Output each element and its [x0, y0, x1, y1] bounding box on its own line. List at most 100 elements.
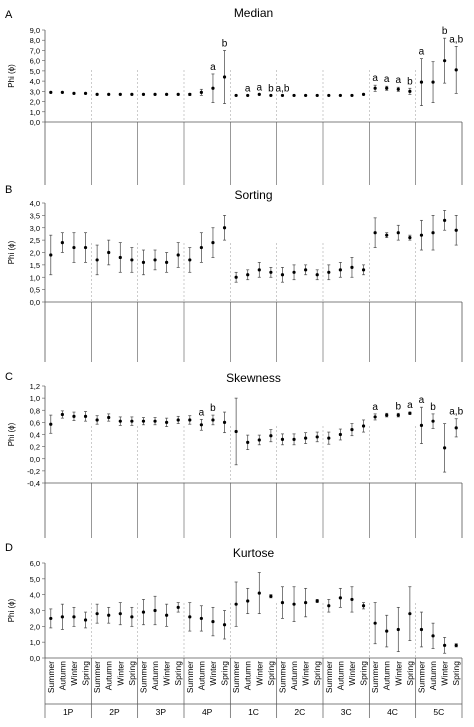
x-season-label: Winter — [162, 661, 172, 686]
data-point — [315, 435, 319, 439]
data-point — [165, 260, 169, 264]
x-season-label: Spring — [220, 661, 230, 686]
data-point — [419, 233, 424, 237]
data-point — [141, 610, 146, 614]
data-point — [211, 86, 215, 90]
significance-label: b — [442, 26, 448, 37]
data-point — [385, 413, 389, 417]
y-tick-label: 3,0 — [30, 607, 40, 616]
data-point — [443, 218, 447, 222]
data-point — [408, 411, 412, 415]
data-point — [373, 231, 377, 235]
data-point — [95, 612, 99, 616]
significance-label: a — [407, 400, 413, 411]
data-point — [269, 594, 273, 598]
x-season-label: Winter — [69, 661, 79, 686]
data-point — [211, 241, 215, 245]
data-point — [304, 600, 308, 605]
x-season-label: Summer — [324, 661, 334, 693]
data-point — [222, 623, 227, 627]
significance-label: b — [268, 83, 274, 94]
data-point — [176, 92, 180, 96]
data-point — [118, 419, 122, 423]
data-point — [211, 619, 215, 624]
significance-label: a — [372, 402, 378, 413]
data-point — [60, 412, 64, 417]
data-point — [153, 419, 157, 423]
data-point — [107, 92, 111, 96]
x-group-label: 2C — [294, 707, 305, 717]
data-point — [431, 80, 435, 84]
x-group-label: 4P — [202, 707, 213, 717]
data-point — [361, 92, 366, 96]
data-point — [257, 438, 261, 442]
panel-label: B — [5, 184, 12, 196]
data-point — [338, 432, 342, 437]
data-point — [385, 629, 389, 633]
data-point — [396, 231, 400, 235]
data-point — [165, 420, 169, 424]
data-point — [338, 596, 342, 600]
data-point — [396, 87, 400, 91]
data-point — [176, 605, 180, 609]
y-tick-label: 0,0 — [30, 118, 40, 127]
data-point — [153, 608, 157, 613]
x-group-label: 5C — [433, 707, 444, 717]
x-season-label: Spring — [359, 661, 369, 686]
x-group-label: 1P — [63, 707, 74, 717]
x-group-label: 2P — [109, 707, 120, 717]
significance-label: a,b — [276, 83, 290, 94]
x-season-label: Spring — [312, 661, 322, 686]
significance-label: b — [430, 402, 436, 413]
data-point — [234, 275, 238, 279]
data-point — [95, 418, 99, 422]
x-season-label: Spring — [81, 661, 91, 686]
data-point — [304, 268, 308, 272]
data-point — [350, 93, 354, 98]
data-point — [83, 245, 88, 250]
data-point — [176, 253, 180, 257]
data-point — [83, 414, 88, 418]
data-point — [361, 424, 366, 428]
y-tick-label: 0,5 — [30, 286, 40, 295]
significance-label: a,b — [449, 407, 463, 418]
data-point — [60, 90, 64, 94]
significance-label: a — [396, 75, 402, 86]
data-point — [373, 415, 377, 419]
data-point — [292, 602, 296, 606]
significance-label: a — [199, 407, 205, 418]
panel-title: Sorting — [234, 188, 272, 202]
data-point — [49, 253, 53, 257]
data-point — [234, 93, 238, 98]
significance-label: b — [222, 38, 228, 49]
y-tick-label: 2,0 — [30, 249, 40, 258]
y-tick-label: 9,0 — [30, 26, 40, 35]
data-point — [60, 615, 64, 619]
data-point — [95, 258, 99, 262]
significance-label: b — [396, 401, 402, 412]
x-group-label: 4C — [387, 707, 398, 717]
y-tick-label: 4,0 — [30, 199, 40, 208]
y-tick-label: 6,0 — [30, 559, 40, 568]
y-tick-label: 0,0 — [30, 298, 40, 307]
y-axis-label: Phi (ϕ) — [7, 240, 16, 264]
data-point — [188, 615, 192, 619]
y-tick-label: 1,0 — [30, 273, 40, 282]
y-tick-label: 1,0 — [30, 394, 40, 403]
data-point — [292, 437, 296, 441]
x-season-label: Winter — [301, 661, 311, 686]
data-point — [419, 423, 424, 428]
data-point — [165, 613, 169, 617]
data-point — [431, 419, 435, 423]
y-tick-label: 6,0 — [30, 57, 40, 66]
data-point — [385, 233, 389, 237]
data-point — [222, 75, 227, 79]
data-point — [130, 92, 134, 96]
data-point — [72, 245, 76, 250]
data-point — [361, 268, 366, 272]
y-tick-label: 5,0 — [30, 575, 40, 584]
data-point — [338, 268, 342, 272]
panel-label: C — [5, 371, 13, 383]
x-season-label: Autumn — [57, 661, 67, 691]
x-season-label: Autumn — [335, 661, 345, 691]
